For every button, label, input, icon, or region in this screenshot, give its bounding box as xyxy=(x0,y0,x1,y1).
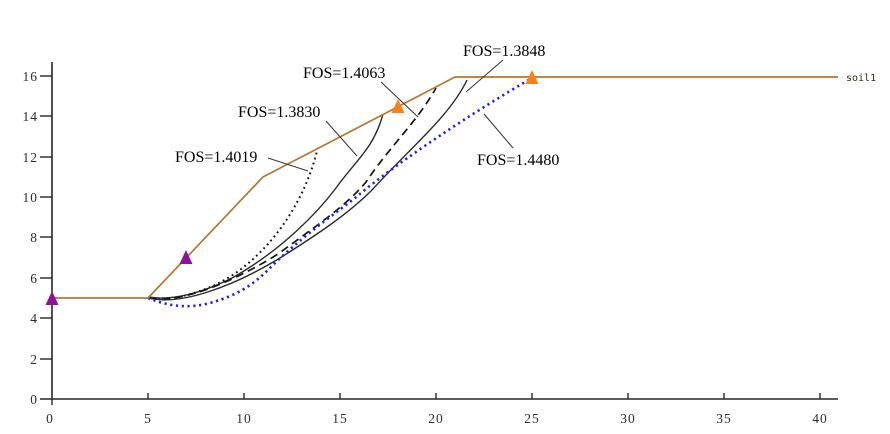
leader-fos-1-4063 xyxy=(380,81,419,118)
marker-triangle-purple-1 xyxy=(45,291,59,305)
x-axis-labels: 0 5 10 15 20 25 30 35 40 xyxy=(46,411,828,426)
fos-label-1-4480: FOS=1.4480 xyxy=(477,152,559,169)
y-tick-label: 16 xyxy=(23,69,39,84)
y-tick-label: 8 xyxy=(30,230,38,245)
slip-surface-solid-fos-1-3830 xyxy=(147,113,384,299)
y-tick-label: 0 xyxy=(30,392,38,407)
leader-fos-1-3830 xyxy=(325,120,358,157)
marker-triangle-orange-2 xyxy=(525,70,539,84)
slip-surface-blue-dotted-fos-1-4480 xyxy=(147,76,533,308)
point-markers xyxy=(45,70,539,305)
fos-annotations: FOS=1.4019 FOS=1.3830 FOS=1.4063 FOS=1.3… xyxy=(175,43,559,169)
fos-label-1-4063: FOS=1.4063 xyxy=(303,65,385,82)
x-tick-label: 15 xyxy=(332,411,348,426)
annotation-leaders xyxy=(267,59,514,172)
leader-fos-1-4019 xyxy=(267,157,309,172)
x-axis: 0 5 10 15 20 25 30 35 40 xyxy=(40,393,838,426)
y-axis-ticks xyxy=(40,75,52,360)
y-axis-labels: 16 14 12 10 8 6 4 2 0 xyxy=(23,69,39,407)
y-axis: 16 14 12 10 8 6 4 2 0 xyxy=(23,62,53,407)
slip-surface-dashed-fos-1-4063 xyxy=(148,87,437,300)
marker-triangle-purple-2 xyxy=(179,250,193,264)
fos-label-1-3848: FOS=1.3848 xyxy=(463,43,545,60)
fos-label-1-4019: FOS=1.4019 xyxy=(175,149,257,166)
marker-triangle-orange-1 xyxy=(391,99,405,113)
y-tick-label: 14 xyxy=(23,109,39,124)
fos-label-1-3830: FOS=1.3830 xyxy=(238,104,320,121)
x-tick-label: 40 xyxy=(812,411,828,426)
y-tick-label: 6 xyxy=(30,271,38,286)
leader-fos-1-4480 xyxy=(483,113,514,149)
leader-fos-1-3848 xyxy=(465,59,504,93)
x-tick-label: 0 xyxy=(46,411,54,426)
soil1-series-label: soil1 xyxy=(846,73,876,84)
x-axis-ticks xyxy=(51,393,821,405)
x-tick-label: 25 xyxy=(524,411,540,426)
slip-surface-dotted-fos-1-4019 xyxy=(147,150,318,300)
x-tick-label: 30 xyxy=(620,411,636,426)
x-tick-label: 20 xyxy=(428,411,444,426)
soil-surface-line xyxy=(52,76,838,299)
y-tick-label: 4 xyxy=(30,311,38,326)
slip-surface-solid-fos-1-3848 xyxy=(148,79,468,301)
y-tick-label: 10 xyxy=(23,190,39,205)
y-tick-label: 2 xyxy=(30,352,38,367)
y-tick-label: 12 xyxy=(23,150,39,165)
x-tick-label: 10 xyxy=(236,411,252,426)
x-tick-label: 5 xyxy=(144,411,152,426)
x-tick-label: 35 xyxy=(716,411,732,426)
